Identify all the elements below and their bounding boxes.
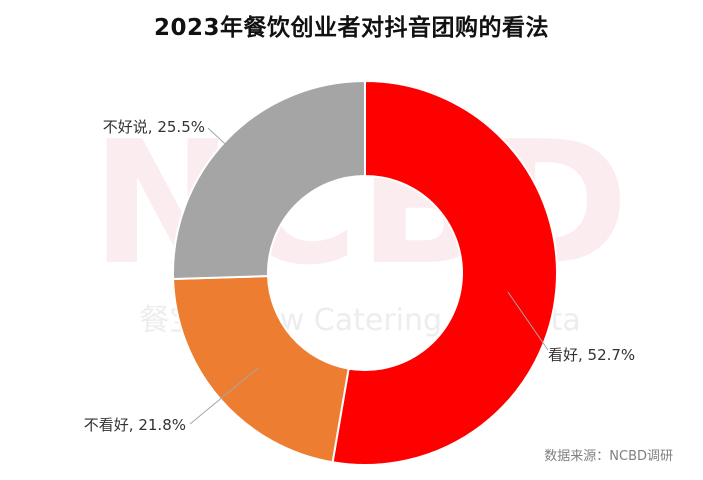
slice-group (172, 79, 558, 466)
slice-label-group: 看好, 52.7% 不看好, 21.8% 不好说, 25.5% (84, 118, 635, 434)
slice-label-1: 看好, 52.7% (548, 346, 635, 364)
leader-line-1 (507, 291, 549, 351)
slice-1 (331, 79, 558, 466)
data-source: 数据来源：NCBD调研 (544, 449, 673, 464)
slice-label-2: 不看好, 21.8% (84, 416, 186, 434)
slice-3 (172, 79, 366, 281)
slice-2 (172, 275, 350, 464)
chart-title: 2023年餐饮创业者对抖音团购的看法 (153, 15, 549, 41)
leader-line-3 (207, 127, 239, 157)
leader-line-2 (189, 367, 259, 425)
leader-line-group (189, 127, 549, 425)
slice-label-3: 不好说, 25.5% (103, 118, 205, 136)
